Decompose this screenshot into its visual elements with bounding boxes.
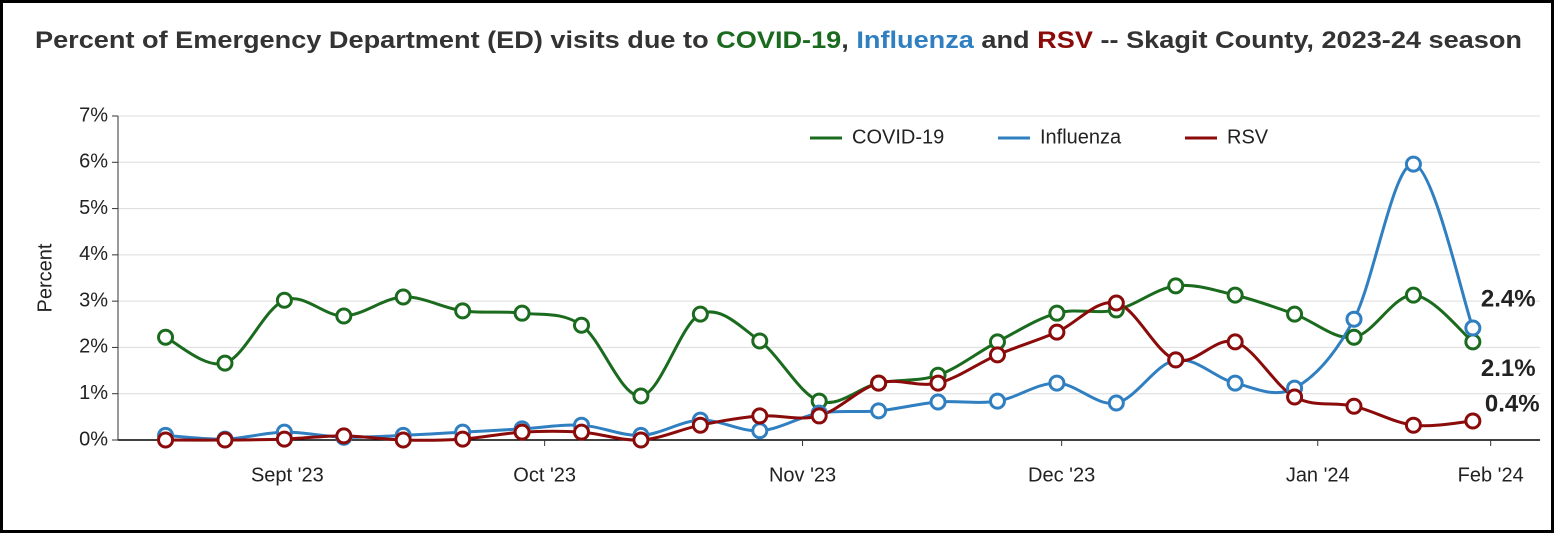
legend-label: RSV <box>1227 126 1269 148</box>
data-point <box>929 374 947 392</box>
y-tick-label: 5% <box>79 197 108 219</box>
data-point <box>691 416 709 434</box>
x-tick-label: Jan '24 <box>1286 464 1350 486</box>
data-point <box>1404 416 1422 434</box>
title-part: Influenza <box>856 27 974 54</box>
data-point <box>1048 374 1066 392</box>
data-point <box>513 304 531 322</box>
chart-title: Percent of Emergency Department (ED) vis… <box>35 27 1522 54</box>
data-point <box>454 430 472 448</box>
y-tick-label: 1% <box>79 382 108 404</box>
data-point <box>1286 305 1304 323</box>
data-point <box>929 393 947 411</box>
y-tick-label: 3% <box>79 289 108 311</box>
data-point <box>1226 333 1244 351</box>
data-point <box>275 430 293 448</box>
title-part: COVID-19 <box>716 27 841 54</box>
data-label: 2.1% <box>1481 355 1536 382</box>
data-point <box>394 431 412 449</box>
legend-label: Influenza <box>1040 126 1122 148</box>
data-point <box>1404 286 1422 304</box>
title-part: RSV <box>1037 27 1093 54</box>
data-point <box>1107 394 1125 412</box>
series-line <box>164 283 1474 404</box>
data-point <box>632 431 650 449</box>
data-point <box>1404 155 1422 173</box>
x-tick-label: Oct '23 <box>513 464 576 486</box>
data-point <box>1048 323 1066 341</box>
data-point <box>157 328 175 346</box>
data-point <box>870 374 888 392</box>
data-point <box>751 332 769 350</box>
data-point <box>1226 374 1244 392</box>
data-point <box>1226 286 1244 304</box>
data-point <box>216 431 234 449</box>
data-point <box>335 307 353 325</box>
y-tick-label: 2% <box>79 336 108 358</box>
data-point <box>1345 397 1363 415</box>
data-point <box>1286 388 1304 406</box>
data-point <box>751 407 769 425</box>
data-label: 2.4% <box>1481 285 1536 312</box>
data-point <box>1345 328 1363 346</box>
data-point <box>751 422 769 440</box>
x-tick-label: Sept '23 <box>251 464 324 486</box>
title-part: -- Skagit County, 2023-24 season <box>1093 27 1522 54</box>
data-point <box>1345 310 1363 328</box>
data-point <box>988 346 1006 364</box>
y-tick-label: 4% <box>79 243 108 265</box>
data-point <box>691 305 709 323</box>
data-point <box>454 302 472 320</box>
data-point <box>1167 351 1185 369</box>
data-point <box>394 288 412 306</box>
x-tick-label: Nov '23 <box>769 464 836 486</box>
data-point <box>988 392 1006 410</box>
data-point <box>275 291 293 309</box>
data-point <box>157 431 175 449</box>
title-part: and <box>974 27 1037 54</box>
y-tick-label: 0% <box>79 428 108 450</box>
y-axis-label: Percent <box>34 243 56 312</box>
data-point <box>1107 294 1125 312</box>
data-point <box>216 354 234 372</box>
title-part: , <box>841 27 856 54</box>
x-tick-label: Feb '24 <box>1458 464 1524 486</box>
y-tick-label: 6% <box>79 151 108 173</box>
x-tick-label: Dec '23 <box>1028 464 1095 486</box>
data-point <box>1464 333 1482 351</box>
data-point <box>1464 319 1482 337</box>
data-point <box>573 423 591 441</box>
y-tick-label: 7% <box>79 104 108 126</box>
data-label: 0.4% <box>1485 390 1540 417</box>
legend-label: COVID-19 <box>852 126 944 148</box>
data-point <box>870 402 888 420</box>
data-point <box>1048 304 1066 322</box>
data-point <box>335 427 353 445</box>
data-point <box>810 407 828 425</box>
data-point <box>632 387 650 405</box>
data-point <box>513 423 531 441</box>
data-point <box>1167 277 1185 295</box>
data-point <box>1464 412 1482 430</box>
data-point <box>573 316 591 334</box>
title-part: Percent of Emergency Department (ED) vis… <box>35 27 716 54</box>
